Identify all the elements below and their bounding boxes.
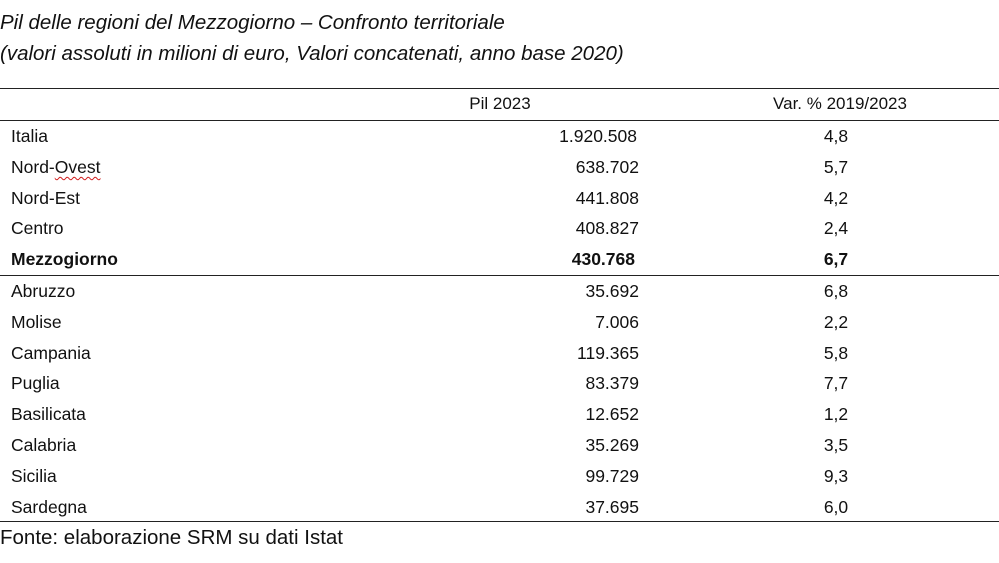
row-var-value: 2,2 xyxy=(823,312,849,332)
row-label: Calabria xyxy=(11,435,77,455)
table-row-nord-est: Nord-Est 441.808 4,2 xyxy=(0,183,999,214)
table-row-italia: Italia 1.920.508 4,8 xyxy=(0,121,999,152)
table-row-sardegna: Sardegna 37.695 6,0 xyxy=(0,492,999,523)
table-row-centro: Centro 408.827 2,4 xyxy=(0,213,999,244)
table-row-molise: Molise 7.006 2,2 xyxy=(0,307,999,338)
row-pil-value: 83.379 xyxy=(585,373,639,393)
table-subtitle: (valori assoluti in milioni di euro, Val… xyxy=(0,42,624,65)
table-row-abruzzo: Abruzzo 35.692 6,8 xyxy=(0,276,999,307)
row-pil-value: 12.652 xyxy=(585,404,639,424)
row-pil-value: 99.729 xyxy=(585,466,639,486)
row-var-value: 4,8 xyxy=(823,126,849,146)
table-row-campania: Campania 119.365 5,8 xyxy=(0,338,999,369)
row-pil-value: 430.768 xyxy=(571,249,635,269)
row-pil-value: 35.692 xyxy=(585,281,639,301)
table-row-mezzogiorno: Mezzogiorno 430.768 6,7 xyxy=(0,244,999,275)
row-label: Nord-Est xyxy=(11,188,81,208)
row-label: Centro xyxy=(11,218,64,238)
row-var-value: 6,0 xyxy=(823,497,849,517)
row-label-part: Nord- xyxy=(11,157,55,177)
row-var-value: 7,7 xyxy=(823,373,849,393)
row-var-value: 1,2 xyxy=(823,404,849,424)
row-pil-value: 7.006 xyxy=(595,312,639,332)
table-row-calabria: Calabria 35.269 3,5 xyxy=(0,430,999,461)
row-label: Nord-Ovest xyxy=(11,156,100,178)
row-pil-value: 408.827 xyxy=(575,218,639,238)
table-row-sicilia: Sicilia 99.729 9,3 xyxy=(0,461,999,492)
row-label: Sardegna xyxy=(11,497,87,517)
table-row-nord-ovest: Nord-Ovest 638.702 5,7 xyxy=(0,152,999,183)
row-pil-value: 441.808 xyxy=(575,188,639,208)
row-label: Italia xyxy=(11,126,48,146)
row-label: Molise xyxy=(11,312,62,332)
header-rule xyxy=(0,120,999,121)
row-pil-value: 37.695 xyxy=(585,497,639,517)
spellcheck-underlined-word: Ovest xyxy=(54,157,101,177)
row-var-value: 9,3 xyxy=(823,466,849,486)
top-rule xyxy=(0,88,999,89)
column-header-var: Var. % 2019/2023 xyxy=(773,94,907,113)
table-row-puglia: Puglia 83.379 7,7 xyxy=(0,368,999,399)
row-pil-value: 638.702 xyxy=(575,157,639,177)
row-label: Basilicata xyxy=(11,404,86,424)
row-label: Sicilia xyxy=(11,466,57,486)
column-header-pil: Pil 2023 xyxy=(469,94,531,113)
row-var-value: 3,5 xyxy=(823,435,849,455)
row-label: Campania xyxy=(11,343,91,363)
bottom-rule xyxy=(0,521,999,522)
row-pil-value: 119.365 xyxy=(577,343,639,363)
row-var-value: 2,4 xyxy=(823,218,849,238)
row-pil-value: 35.269 xyxy=(585,435,639,455)
row-var-value: 6,7 xyxy=(823,249,849,269)
row-var-value: 4,2 xyxy=(823,188,849,208)
row-label: Puglia xyxy=(11,373,60,393)
row-label: Abruzzo xyxy=(11,281,76,301)
group-rule xyxy=(0,275,999,276)
table-row-basilicata: Basilicata 12.652 1,2 xyxy=(0,399,999,430)
source-note: Fonte: elaborazione SRM su dati Istat xyxy=(0,526,343,549)
table-title: Pil delle regioni del Mezzogiorno – Conf… xyxy=(0,11,505,34)
row-var-value: 5,8 xyxy=(823,343,849,363)
row-var-value: 6,8 xyxy=(823,281,849,301)
row-var-value: 5,7 xyxy=(823,157,849,177)
row-label: Mezzogiorno xyxy=(11,249,118,269)
row-pil-value: 1.920.508 xyxy=(559,126,637,146)
